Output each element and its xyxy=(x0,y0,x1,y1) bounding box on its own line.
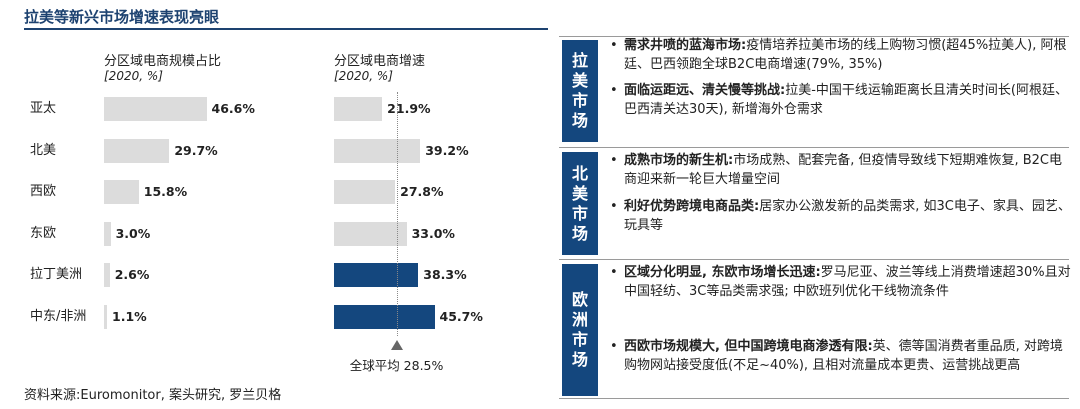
data-label: 29.7% xyxy=(174,143,218,158)
bar-share xyxy=(104,139,170,163)
region-tag-char: 洲 xyxy=(571,310,588,329)
bar-growth xyxy=(334,222,407,246)
bullet-dot-icon: • xyxy=(610,199,618,214)
bullet-heading: 成熟市场的新生机: xyxy=(624,153,734,168)
bullet-body: 疫情培养拉美市场的线上购物习惯(超45%拉美人), 阿根廷、巴西领跑全球B2C电… xyxy=(624,38,1067,72)
region-tag-char: 北 xyxy=(571,163,588,183)
data-label: 3.0% xyxy=(115,226,151,241)
panel-unit: [2020, %] xyxy=(334,69,393,83)
bullet-text: 区域分化明显, 东欧市场增长迅速:罗马尼亚、波兰等线上消费增速超30%且对中国轻… xyxy=(610,264,1072,301)
region-tag: 北美市场 xyxy=(562,152,598,255)
bar-growth xyxy=(334,263,419,287)
data-label: 39.2% xyxy=(425,143,469,158)
region-tag-char: 场 xyxy=(571,111,588,130)
bullet-text: 西欧市场规模大, 但中国跨境电商渗透有限:英、德等国消费者重品质, 对跨境购物网… xyxy=(610,338,1072,375)
data-label: 27.8% xyxy=(400,184,444,199)
bar-growth xyxy=(334,97,383,121)
bullet-body: 居家办公激发新的品类需求, 如3C电子、家具、园艺、玩具等 xyxy=(624,199,1071,233)
region-label: 中东/非洲 xyxy=(30,309,87,324)
bullet-item: • 区域分化明显, 东欧市场增长迅速:罗马尼亚、波兰等线上消费增速超30%且对中国… xyxy=(610,264,1072,301)
bullet-heading: 需求井喷的蓝海市场: xyxy=(624,38,747,53)
region-tag-char: 欧 xyxy=(571,290,588,309)
bullet-dot-icon: • xyxy=(610,339,618,354)
data-label: 2.6% xyxy=(114,267,150,282)
section-divider xyxy=(559,147,1069,148)
bar-share xyxy=(104,263,110,287)
data-label: 1.1% xyxy=(112,309,147,324)
region-tag-char: 市 xyxy=(571,330,588,349)
bullet-item: • 利好优势跨境电商品类:居家办公激发新的品类需求, 如3C电子、家具、园艺、玩具… xyxy=(610,198,1072,235)
bullet-heading: 利好优势跨境电商品类: xyxy=(624,199,760,214)
region-tag: 欧洲市场 xyxy=(562,264,598,396)
section-divider xyxy=(559,398,1069,399)
global-average-label: 全球平均 28.5% xyxy=(349,358,444,373)
region-tag-char: 拉 xyxy=(571,51,588,70)
bullet-body: 罗马尼亚、波兰等线上消费增速超30%且对中国轻纺、3C等品类需求强; 中欧班列优… xyxy=(624,265,1071,299)
bar-share xyxy=(104,97,207,121)
region-tag-char: 美 xyxy=(571,71,588,90)
region-tag-char: 市 xyxy=(571,91,588,110)
region-tag-char: 场 xyxy=(571,350,588,369)
bullet-dot-icon: • xyxy=(610,265,618,280)
bullet-heading: 面临运距远、清关慢等挑战: xyxy=(624,83,786,98)
panel-title: 分区域电商增速 xyxy=(334,54,426,69)
title-underline xyxy=(24,28,548,30)
source-note: 资料来源:Euromonitor, 案头研究, 罗兰贝格 xyxy=(24,388,282,403)
bar-share xyxy=(104,222,111,246)
bullet-body: 市场成熟、配套完备, 但疫情导致线下短期难恢复, B2C电商迎来新一轮巨大增量空… xyxy=(624,153,1062,187)
bullet-heading: 区域分化明显, 东欧市场增长迅速: xyxy=(624,265,821,280)
region-tag-char: 场 xyxy=(571,223,588,243)
average-marker-icon xyxy=(390,340,403,350)
bullet-text: 利好优势跨境电商品类:居家办公激发新的品类需求, 如3C电子、家具、园艺、玩具等 xyxy=(610,198,1072,235)
bullet-item: • 面临运距远、清关慢等挑战:拉美-中国干线运输距离长且清关时间长(阿根廷、巴西清… xyxy=(610,82,1072,119)
data-label: 33.0% xyxy=(411,226,455,241)
section-divider xyxy=(559,259,1069,260)
bar-growth xyxy=(334,180,396,204)
region-label: 北美 xyxy=(30,143,57,158)
bar-growth xyxy=(334,139,421,163)
panel-title: 分区域电商规模占比 xyxy=(104,54,222,69)
region-tag-text: 拉美市场 xyxy=(571,51,589,131)
bullet-body: 拉美-中国干线运输距离长且清关时间长(阿根廷、巴西清关达30天), 新增海外仓需… xyxy=(624,83,1068,117)
bullet-item: • 成熟市场的新生机:市场成熟、配套完备, 但疫情导致线下短期难恢复, B2C电商… xyxy=(610,152,1072,189)
bar-share xyxy=(104,180,139,204)
bar-growth xyxy=(334,305,435,329)
region-tag-text: 欧洲市场 xyxy=(571,290,589,370)
global-average-line xyxy=(396,92,398,336)
data-label: 38.3% xyxy=(423,267,467,282)
data-label: 15.8% xyxy=(143,184,188,199)
region-tag-char: 市 xyxy=(571,203,588,223)
page-title: 拉美等新兴市场增速表现亮眼 xyxy=(24,8,220,26)
bullet-heading: 西欧市场规模大, 但中国跨境电商渗透有限: xyxy=(624,339,873,354)
bullet-item: • 西欧市场规模大, 但中国跨境电商渗透有限:英、德等国消费者重品质, 对跨境购物… xyxy=(610,338,1072,375)
data-label: 45.7% xyxy=(439,309,483,324)
bullet-text: 面临运距远、清关慢等挑战:拉美-中国干线运输距离长且清关时间长(阿根廷、巴西清关… xyxy=(610,82,1072,119)
data-label: 46.6% xyxy=(211,101,255,116)
bullet-body: 英、德等国消费者重品质, 对跨境购物网站接受度低(不足~40%), 且相对流量成… xyxy=(624,339,1063,373)
bullet-text: 需求井喷的蓝海市场:疫情培养拉美市场的线上购物习惯(超45%拉美人), 阿根廷、… xyxy=(610,37,1072,74)
bullet-text: 成熟市场的新生机:市场成熟、配套完备, 但疫情导致线下短期难恢复, B2C电商迎… xyxy=(610,152,1072,189)
bullet-dot-icon: • xyxy=(610,83,618,98)
region-label: 亚太 xyxy=(30,101,57,116)
panel-unit: [2020, %] xyxy=(104,69,163,83)
region-label: 东欧 xyxy=(30,226,57,241)
data-label: 21.9% xyxy=(387,101,431,116)
bullet-dot-icon: • xyxy=(610,38,618,53)
bullet-dot-icon: • xyxy=(610,153,618,168)
region-tag-text: 北美市场 xyxy=(571,164,589,244)
section-divider xyxy=(559,36,1069,37)
bullet-item: • 需求井喷的蓝海市场:疫情培养拉美市场的线上购物习惯(超45%拉美人), 阿根廷… xyxy=(610,37,1072,74)
region-label: 西欧 xyxy=(30,184,57,199)
region-tag: 拉美市场 xyxy=(562,40,598,142)
region-label: 拉丁美洲 xyxy=(30,267,83,282)
bar-share xyxy=(104,305,107,329)
region-tag-char: 美 xyxy=(571,183,588,203)
